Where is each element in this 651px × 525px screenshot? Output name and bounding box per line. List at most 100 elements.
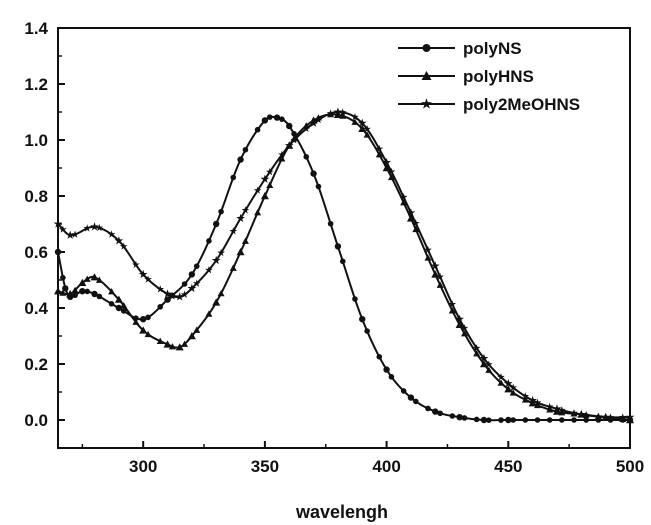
series-marker [193, 263, 200, 269]
data-point [503, 379, 513, 388]
series-marker [473, 416, 480, 423]
series-marker [461, 415, 468, 421]
data-point [432, 408, 439, 415]
series-marker [217, 289, 225, 297]
data-point [260, 192, 269, 200]
series-marker [413, 398, 419, 405]
series-marker [217, 248, 225, 257]
legend-marker [421, 98, 432, 109]
series-marker [279, 116, 285, 122]
series-polyHNS [54, 110, 634, 424]
y-tick-label: 1.2 [24, 75, 48, 94]
series-marker [412, 225, 420, 233]
data-point [260, 174, 270, 183]
series-marker [400, 199, 408, 206]
series-marker [119, 242, 128, 250]
series-marker [83, 275, 91, 282]
series-marker [290, 136, 298, 144]
series-marker [424, 254, 432, 261]
data-point [90, 222, 99, 231]
series-marker [327, 220, 334, 227]
series-marker [241, 206, 250, 214]
series-marker [351, 113, 359, 121]
series-marker [338, 108, 347, 116]
series-marker [375, 151, 383, 158]
series-marker [278, 150, 286, 158]
series-marker [400, 388, 407, 394]
series-marker [291, 131, 297, 137]
x-tick-label: 300 [129, 457, 157, 476]
data-point [114, 236, 124, 245]
data-point [91, 290, 98, 298]
series-marker [364, 328, 370, 334]
legend: polyNS polyHNS poly2MeOHNS [398, 39, 580, 114]
y-tick-label: 0.0 [24, 411, 48, 430]
series-marker [594, 412, 603, 420]
data-point [552, 407, 561, 415]
y-tick-label: 1.0 [24, 131, 48, 150]
series-marker [534, 401, 542, 409]
series-marker [156, 285, 165, 293]
data-point [187, 283, 197, 293]
data-point [309, 118, 318, 127]
series-marker [448, 300, 457, 308]
series-marker [618, 413, 627, 421]
series-marker [449, 413, 456, 419]
data-point [188, 271, 196, 278]
y-tick-label: 0.2 [24, 355, 48, 374]
series-marker [144, 330, 152, 338]
legend-marker [421, 71, 432, 80]
data-point [213, 220, 220, 228]
data-point [66, 290, 75, 298]
data-point [430, 261, 440, 270]
series-marker [388, 374, 395, 380]
x-tick-label: 500 [616, 457, 644, 476]
series-marker [533, 398, 542, 406]
data-point [187, 332, 196, 340]
series-marker [181, 281, 188, 287]
data-point [261, 117, 269, 124]
series-marker [302, 124, 311, 132]
data-point [284, 141, 294, 150]
data-point [286, 122, 293, 130]
data-point [406, 208, 416, 217]
series-marker [521, 396, 529, 403]
data-point [175, 292, 185, 301]
series-marker [266, 114, 273, 120]
series-marker [205, 266, 213, 274]
legend-item: polyHNS [398, 67, 534, 86]
series-marker [132, 260, 140, 268]
x-tick-label: 350 [251, 457, 279, 476]
data-point [382, 164, 391, 172]
legend-label: polyHNS [463, 67, 534, 86]
data-point [407, 394, 415, 401]
series-marker [546, 406, 554, 413]
series-marker [205, 310, 213, 317]
data-point [359, 316, 366, 323]
plot-border [57, 27, 631, 449]
data-point [406, 214, 415, 222]
series-marker [583, 417, 589, 423]
series-marker [59, 289, 67, 296]
series-marker [339, 258, 346, 265]
series-marker [497, 379, 505, 386]
series-marker [278, 155, 286, 162]
data-point [175, 343, 184, 351]
data-point [236, 248, 245, 256]
series-marker [230, 174, 237, 181]
data-point [164, 296, 171, 303]
x-tick-label: 450 [494, 457, 522, 476]
series-marker [448, 307, 456, 314]
axes: 300 350 400 450 500 0.0 0.2 0.4 0.6 0.8 1.0 1.2 1.4 [24, 19, 644, 476]
series-marker [59, 225, 67, 233]
series-marker [144, 275, 152, 283]
series-marker [387, 173, 395, 181]
series-marker [509, 383, 517, 391]
data-point [163, 289, 172, 298]
series-marker [546, 417, 553, 423]
series-marker [326, 109, 335, 117]
legend-label: polyNS [463, 39, 522, 58]
series-marker [303, 154, 310, 160]
data-point [90, 273, 99, 281]
